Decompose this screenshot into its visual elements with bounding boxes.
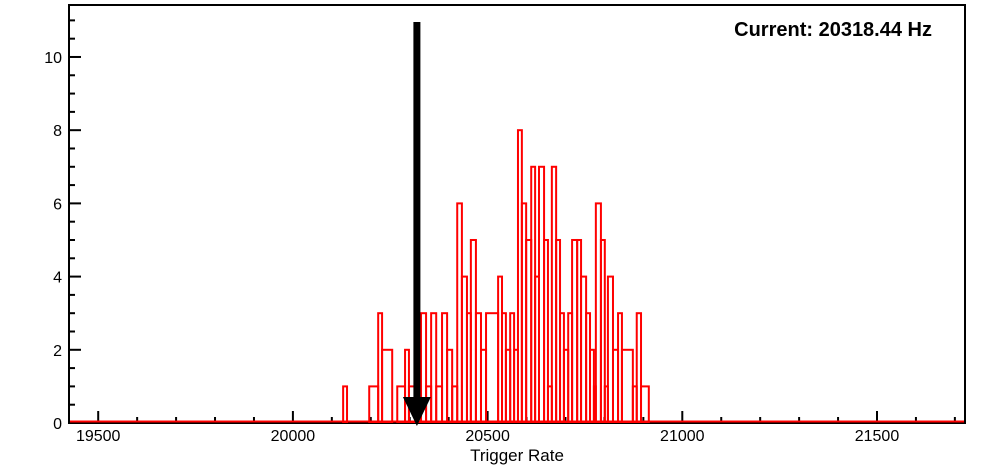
histogram-bar xyxy=(635,312,643,424)
y-tick-label: 0 xyxy=(53,416,62,433)
histogram-bar xyxy=(485,312,500,424)
y-tick-label: 8 xyxy=(53,123,62,140)
histogram-bar xyxy=(368,385,380,424)
histogram-bar xyxy=(430,312,438,424)
histogram-bar xyxy=(543,238,549,423)
histogram-bar xyxy=(381,348,394,424)
x-tick-label: 21500 xyxy=(855,428,900,445)
histogram-bar xyxy=(396,385,407,424)
x-tick-label: 21000 xyxy=(660,428,705,445)
y-tick-label: 4 xyxy=(53,270,62,287)
y-tick-label: 6 xyxy=(53,196,62,213)
histogram-bar xyxy=(420,312,428,424)
histogram-bar xyxy=(342,385,349,424)
histogram-bar xyxy=(599,238,606,423)
x-axis-title: Trigger Rate xyxy=(470,446,564,465)
histogram-bar xyxy=(620,348,634,424)
x-tick-label: 20000 xyxy=(271,428,316,445)
histogram-bar xyxy=(640,385,650,424)
y-tick-label: 10 xyxy=(44,50,62,67)
current-rate-arrow-head xyxy=(402,397,431,426)
current-rate-title: Current: 20318.44 Hz xyxy=(734,19,932,41)
y-tick-label: 2 xyxy=(53,343,62,360)
x-tick-label: 19500 xyxy=(76,428,121,445)
x-tick-label: 20500 xyxy=(465,428,510,445)
